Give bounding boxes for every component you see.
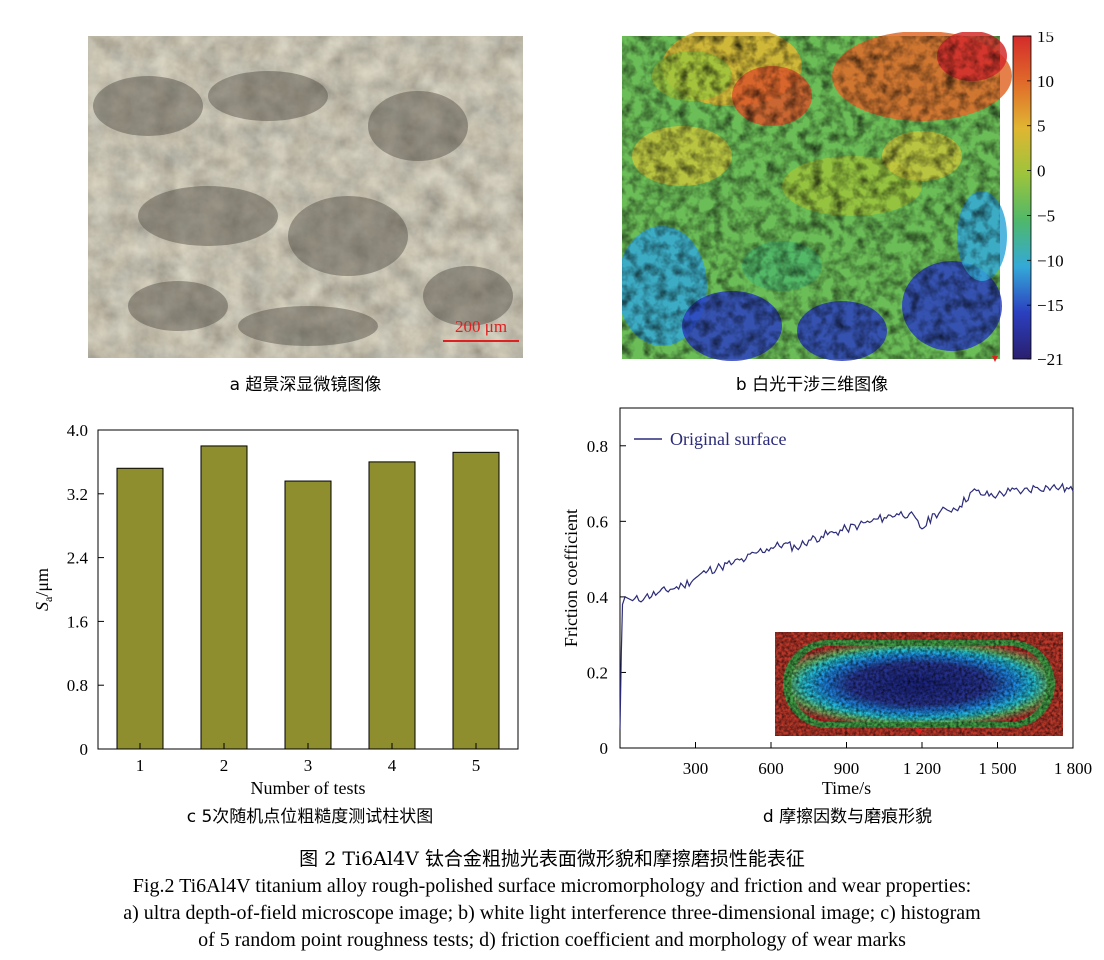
scale-bar-label: 200 μm [454,317,508,336]
image-texture [622,36,1000,359]
wear-inset-texture [775,632,1063,736]
colorbar-tick-label: −5 [1037,206,1055,225]
y-axis-label: Friction coefficient [561,509,581,647]
colorbar-tick-label: 15 [1037,32,1054,46]
series-line [619,482,1074,730]
dark-region [288,196,408,276]
bar [284,480,332,750]
dark-region [208,71,328,121]
figure-caption-zh: 图 2 Ti6Al4V 钛合金粗抛光表面微形貌和摩擦磨损性能表征 [299,848,805,870]
y-tick-label: 0.8 [587,437,608,456]
y-tick-label: 2.4 [67,549,89,568]
bar [452,451,500,750]
marker-triangle [992,356,998,362]
colorbar-tick-label: −10 [1037,251,1064,270]
figure-caption-en-line2: a) ultra depth-of-field microscope image… [123,902,981,924]
y-tick-label: 0 [600,739,609,758]
marker-triangle [915,729,923,735]
x-tick-label: 5 [472,756,481,775]
dark-region [423,266,513,326]
colorbar-tick-label: −15 [1037,296,1064,315]
x-tick-label: 4 [388,756,397,775]
colorbar-tick-label: 0 [1037,162,1046,181]
x-tick-label: 1 [136,756,145,775]
scale-bar [443,340,519,342]
dark-region [128,281,228,331]
colorbar [1012,35,1032,360]
x-tick-label: 3 [304,756,313,775]
roughness-bar-chart: 0 0.8 1.6 2.4 3.2 4.0 1 2 3 4 5 Number of tests Sa/μ… [32,421,519,798]
legend-label: Original surface [670,429,786,449]
x-tick-label: 900 [834,759,860,778]
y-tick-label: 0.4 [587,588,609,607]
colorbar-tick-label: 10 [1037,72,1054,91]
y-tick-label: 0.6 [587,512,608,531]
y-tick-label: 4.0 [67,421,88,440]
friction-line-chart: 0 0.2 0.4 0.6 0.8 300 600 900 1 200 1 500 1 800 Tim… [561,407,1092,798]
x-axis-label: Time/s [822,778,871,798]
y-tick-label: 0.8 [67,676,88,695]
y-tick-label: 0 [80,740,89,759]
bar [116,467,164,750]
caption-c: c 5次随机点位粗糙度测试柱状图 [186,807,434,827]
x-tick-label: 2 [220,756,229,775]
dark-region [238,306,378,346]
caption-d: d 摩擦因数与磨痕形貌 [762,807,933,827]
x-tick-label: 1 500 [978,759,1016,778]
y-tick-label: 1.6 [67,612,88,631]
bar [368,461,416,750]
dark-region [368,91,468,161]
x-axis-label: Number of tests [251,778,366,798]
figure-caption-en-line1: Fig.2 Ti6Al4V titanium alloy rough-polis… [132,875,972,897]
y-axis-label: Sa/μm [32,568,55,611]
x-tick-label: 1 200 [903,759,941,778]
bar [200,445,248,750]
y-tick-label: 0.2 [587,663,608,682]
dark-region [138,186,278,246]
image-texture [88,36,523,358]
x-tick-label: 1 800 [1054,759,1092,778]
microscope-image [88,36,523,358]
caption-a: a 超景深显微镜图像 [229,375,382,395]
colorbar-tick-label: 5 [1037,117,1046,136]
dark-region [93,76,203,136]
caption-b: b 白光干涉三维图像 [735,375,889,395]
x-tick-label: 600 [758,759,784,778]
colorbar-tick-label: −21 [1037,350,1064,367]
y-tick-label: 3.2 [67,485,88,504]
x-tick-label: 300 [683,759,709,778]
figure-caption-en-line3: of 5 random point roughness tests; d) fr… [198,929,906,951]
interference-image: μm151050−5−10−15−21 [622,32,1064,367]
